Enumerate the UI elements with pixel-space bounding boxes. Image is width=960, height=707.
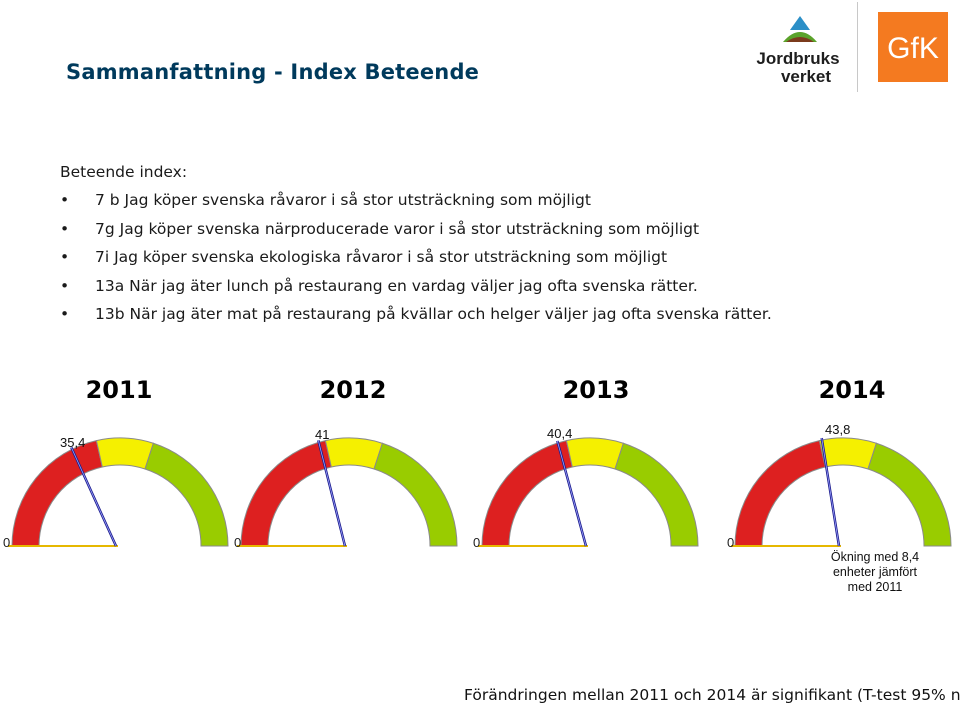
- gfk-logo: GfK: [878, 12, 948, 82]
- page-title: Sammanfattning - Index Beteende: [66, 60, 480, 84]
- logo-line1: Jordbruks: [756, 49, 839, 68]
- change-annotation: Ökning med 8,4 enheter jämfört med 2011: [830, 550, 920, 594]
- gauge-needle-highlight: [556, 440, 587, 547]
- gauge-min-label: 0: [727, 535, 734, 550]
- gauge-zone-1: [324, 437, 384, 470]
- gauge-needle-highlight: [821, 438, 840, 547]
- gauge-needle-highlight: [317, 440, 346, 547]
- gauge-year-label: 2012: [319, 376, 387, 404]
- bullet-text: 7g Jag köper svenska närproducerade varo…: [95, 219, 700, 238]
- gauge-zone-2: [373, 442, 458, 547]
- gfk-logo-text: GfK: [887, 32, 939, 65]
- jordbruksverket-logo: Jordbruks verket: [756, 16, 840, 86]
- list-item: • 13a När jag äter lunch på restaurang en…: [60, 276, 772, 305]
- bullet-text: 13a När jag äter lunch på restaurang en …: [95, 276, 698, 295]
- gauge-value-label: 35,4: [60, 435, 85, 450]
- gauge-zone-0: [11, 440, 103, 547]
- gauge-value-label: 41: [315, 427, 329, 442]
- bullet-icon: •: [60, 219, 70, 238]
- gauge-zone-2: [867, 442, 952, 547]
- gauge-min-label: 0: [3, 535, 10, 550]
- gauge-zone-1: [818, 437, 878, 470]
- gauge-zone-2: [144, 442, 229, 547]
- gauge-year-label: 2014: [818, 376, 886, 404]
- gauge-zone-0: [481, 440, 573, 547]
- gauge-zone-0: [734, 440, 826, 547]
- logo-line2: verket: [781, 67, 831, 86]
- gauge-zone-1: [565, 437, 625, 470]
- bullet-text: 7i Jag köper svenska ekologiska råvaror …: [95, 248, 668, 266]
- significance-footnote: Förändringen mellan 2011 och 2014 är sig…: [464, 686, 960, 704]
- list-item: • 7 b Jag köper svenska råvaror i så stor…: [60, 190, 772, 219]
- gauge-zone-2: [614, 442, 699, 547]
- bullet-icon: •: [60, 248, 70, 266]
- gauge-year-label: 2013: [562, 376, 630, 404]
- bullet-text: 13b När jag äter mat på restaurang på kv…: [95, 305, 772, 323]
- index-bullet-list: • 7 b Jag köper svenska råvaror i så stor…: [60, 190, 772, 333]
- bullet-icon: •: [60, 276, 70, 295]
- gauge-value-label: 43,8: [825, 422, 850, 437]
- list-item: • 7i Jag köper svenska ekologiska råvaror…: [60, 247, 772, 276]
- list-item: • 7g Jag köper svenska närproducerade var…: [60, 219, 772, 248]
- list-item: • 13b När jag äter mat på restaurang på k…: [60, 304, 772, 333]
- intro-heading: Beteende index:: [60, 163, 188, 181]
- gauge-zone-0: [240, 440, 332, 547]
- logo-divider: [857, 2, 858, 92]
- gauge-min-label: 0: [473, 535, 480, 550]
- bullet-icon: •: [60, 191, 70, 209]
- gauge-zone-1: [95, 437, 155, 470]
- gauge-value-label: 40,4: [547, 426, 572, 441]
- bullet-text: 7 b Jag köper svenska råvaror i så stor …: [95, 191, 591, 209]
- bullet-icon: •: [60, 305, 70, 323]
- gauge-year-label: 2011: [85, 376, 153, 404]
- gauge-needle-highlight: [70, 447, 117, 547]
- gauge-min-label: 0: [234, 535, 241, 550]
